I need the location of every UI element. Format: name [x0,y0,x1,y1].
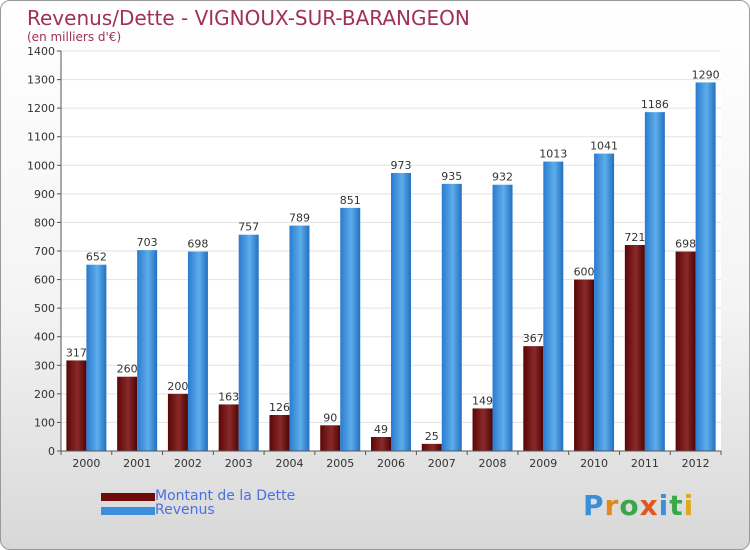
x-tick-label: 2005 [326,457,354,470]
bar-dette [269,415,290,451]
data-label-dette: 25 [425,430,439,443]
data-label-revenus: 973 [391,159,412,172]
bar-dette [472,408,493,451]
data-label-revenus: 757 [238,221,259,234]
bar-dette [218,404,239,451]
data-label-revenus: 1013 [539,148,567,161]
bar-revenus [644,112,665,452]
bar-revenus [594,153,615,452]
data-label-revenus: 1290 [692,68,720,81]
x-tick-label: 2002 [174,457,202,470]
data-label-revenus: 1186 [641,98,669,111]
legend-label-revenus: Revenus [155,502,215,518]
bar-revenus [695,82,716,451]
data-label-revenus: 1041 [590,140,618,153]
y-tick-label: 1100 [27,131,55,144]
bar-dette [320,425,341,451]
chart-subtitle: (en milliers d'€) [27,30,122,44]
x-tick-label: 2012 [682,457,710,470]
x-tick-label: 2006 [377,457,405,470]
bar-dette [624,245,645,451]
data-label-dette: 49 [374,423,388,436]
data-label-revenus: 698 [187,238,208,251]
bars-layer [66,82,716,452]
bar-revenus [289,225,310,451]
bar-revenus [543,161,564,452]
data-label-dette: 721 [624,231,645,244]
bar-dette [421,443,442,451]
logo-letter: P [583,489,605,522]
y-tick-label: 400 [34,331,55,344]
x-tick-label: 2000 [72,457,100,470]
y-tick-label: 1000 [27,159,55,172]
logo-letter: x [639,489,659,522]
legend-swatch-revenus [101,507,155,515]
data-label-revenus: 789 [289,212,310,225]
logo-letter: t [669,489,684,522]
chart-title: Revenus/Dette - VIGNOUX-SUR-BARANGEON [27,6,470,30]
y-tick-label: 300 [34,359,55,372]
y-tick-label: 100 [34,416,55,429]
bar-revenus [187,251,208,451]
y-tick-label: 0 [48,445,55,458]
bar-dette [167,393,188,451]
data-label-dette: 200 [167,380,188,393]
data-label-revenus: 851 [340,194,361,207]
bar-revenus [441,183,462,451]
legend-label-dette: Montant de la Dette [155,488,296,504]
data-label-revenus: 703 [137,236,158,249]
data-label-dette: 600 [574,266,595,279]
data-label-revenus: 935 [441,170,462,183]
data-label-dette: 126 [269,401,290,414]
x-tick-label: 2004 [275,457,303,470]
legend-swatch-dette [101,493,155,501]
x-tick-label: 2003 [225,457,253,470]
data-label-dette: 163 [218,390,239,403]
labels-layer: 317 652 260 703 200 698 163 757 126 789 90 851 49 973… [66,68,720,442]
bar-dette [371,437,391,451]
y-tick-label: 200 [34,388,55,401]
data-label-dette: 317 [66,346,87,359]
logo-letter: i [683,489,695,522]
y-tick-label: 700 [34,245,55,258]
bar-dette [66,360,87,451]
bar-dette [523,346,544,451]
y-tick-label: 1200 [27,102,55,115]
y-tick-label: 800 [34,216,55,229]
x-tick-label: 2009 [529,457,557,470]
x-tick-label: 2007 [428,457,456,470]
x-tick-label: 2001 [123,457,151,470]
logo-letter: o [619,489,640,522]
y-tick-label: 1300 [27,74,55,87]
y-tick-label: 1400 [27,45,55,58]
axis-layer: 0 100 200 300 400 500 600 700 800 900 1000 1100 1200… [27,45,722,470]
logo-letter: r [604,489,620,522]
data-label-dette: 698 [675,238,696,251]
y-tick-label: 900 [34,188,55,201]
bar-revenus [86,264,107,451]
data-label-dette: 260 [117,363,138,376]
bar-revenus [137,250,158,451]
data-label-dette: 90 [323,411,337,424]
bar-revenus [340,207,361,451]
y-tick-label: 500 [34,302,55,315]
data-label-dette: 149 [472,394,493,407]
y-tick-label: 600 [34,274,55,287]
bar-revenus [238,234,259,451]
bar-dette [117,376,138,451]
bar-revenus [492,184,513,451]
bar-dette [574,279,595,451]
x-tick-label: 2008 [479,457,507,470]
data-label-dette: 367 [523,332,544,345]
bar-revenus [391,173,411,451]
logo-letter: i [658,489,670,522]
proxiti-logo: Proxiti [583,489,694,522]
data-label-revenus: 652 [86,251,107,264]
x-tick-label: 2011 [631,457,659,470]
data-label-revenus: 932 [492,171,513,184]
bar-dette [675,251,696,451]
x-tick-label: 2010 [580,457,608,470]
